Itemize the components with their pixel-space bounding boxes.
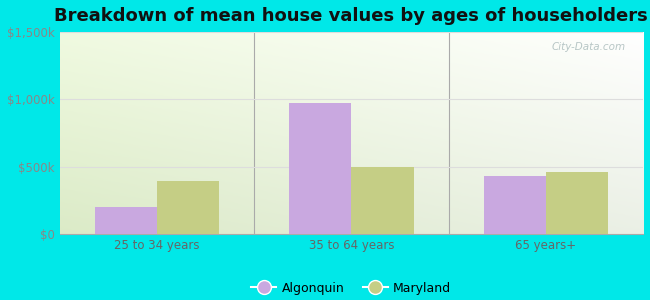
Bar	[484, 176, 546, 234]
Bar	[289, 103, 351, 234]
Bar	[546, 172, 608, 234]
Legend: Algonquin, Maryland: Algonquin, Maryland	[246, 277, 456, 300]
Bar	[94, 207, 157, 234]
Bar	[351, 167, 413, 234]
Text: City-Data.com: City-Data.com	[551, 42, 625, 52]
Bar	[157, 182, 219, 234]
Title: Breakdown of mean house values by ages of householders: Breakdown of mean house values by ages o…	[55, 7, 648, 25]
